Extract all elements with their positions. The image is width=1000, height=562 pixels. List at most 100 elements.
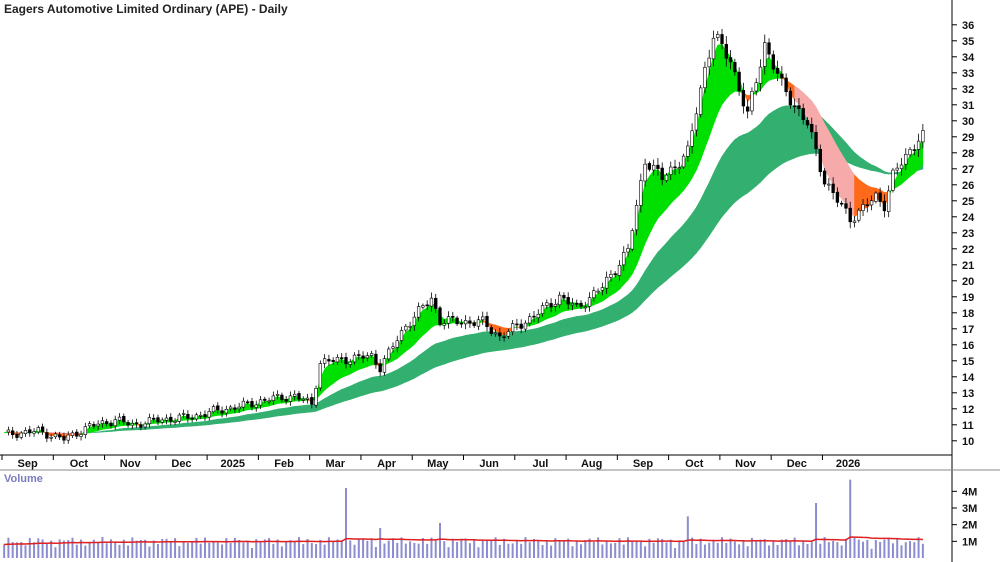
short-term-ma-ribbon <box>550 305 556 318</box>
candle-body <box>626 248 630 253</box>
candle-body <box>143 423 147 428</box>
candle-body <box>865 204 869 207</box>
candle-body <box>117 416 122 421</box>
long-term-ma-ribbon <box>465 334 471 358</box>
price-tick-label: 16 <box>962 340 974 352</box>
candle-body <box>36 427 40 433</box>
candle-body <box>310 397 314 405</box>
long-term-ma-ribbon <box>717 156 723 224</box>
long-term-ma-ribbon <box>730 138 736 208</box>
candle-body <box>840 202 844 205</box>
long-term-ma-ribbon <box>593 310 599 330</box>
long-term-ma-ribbon <box>555 320 560 340</box>
candle-body <box>280 394 284 401</box>
long-term-ma-ribbon <box>516 330 522 349</box>
long-term-ma-ribbon <box>119 428 125 432</box>
candle-body <box>805 120 810 126</box>
candle-body <box>139 424 143 428</box>
candle-body <box>669 166 673 175</box>
candle-body <box>848 207 852 223</box>
long-term-ma-ribbon <box>123 427 129 431</box>
short-term-ma-ribbon <box>717 44 723 114</box>
long-term-ma-ribbon <box>653 251 659 293</box>
price-tick-label: 14 <box>962 372 975 384</box>
price-tick-label: 20 <box>962 276 974 288</box>
long-term-ma-ribbon <box>520 330 526 348</box>
short-term-ma-ribbon <box>324 364 330 391</box>
long-term-ma-ribbon <box>358 380 364 398</box>
long-term-ma-ribbon <box>294 405 300 415</box>
candle-body <box>352 354 357 363</box>
long-term-ma-ribbon <box>290 406 296 415</box>
candle-body <box>130 423 134 426</box>
price-tick-label: 31 <box>962 100 974 112</box>
volume-moving-average <box>4 536 923 546</box>
long-term-ma-ribbon <box>602 307 608 327</box>
long-term-ma-ribbon <box>251 413 257 421</box>
candle-body <box>275 394 280 396</box>
candle-body <box>62 436 66 441</box>
candle-body <box>395 340 399 348</box>
price-tick-label: 28 <box>962 148 974 160</box>
candle-body <box>122 416 126 423</box>
candle-body <box>463 320 468 325</box>
candle-body <box>169 416 173 422</box>
long-term-ma-ribbon <box>525 329 531 347</box>
candle-body <box>211 406 216 413</box>
candle-body <box>344 357 348 365</box>
long-term-ma-ribbon <box>572 316 578 335</box>
long-term-ma-ribbon <box>614 300 620 322</box>
candle-body <box>156 417 160 423</box>
long-term-ma-ribbon <box>405 361 411 383</box>
candle-body <box>810 124 814 133</box>
candle-body <box>899 164 904 169</box>
long-term-ma-ribbon <box>375 375 381 393</box>
candle-body <box>40 426 45 433</box>
candle-body <box>630 230 634 250</box>
candle-body <box>75 431 79 437</box>
long-term-ma-ribbon <box>435 342 441 368</box>
candle-body <box>506 331 511 337</box>
candle-body <box>378 363 382 373</box>
candle-body <box>745 106 750 112</box>
candle-body <box>66 434 70 441</box>
candle-body <box>241 400 246 408</box>
short-term-ma-ribbon <box>328 362 334 388</box>
candle-body <box>908 149 912 156</box>
long-term-ma-ribbon <box>213 418 219 425</box>
candle-body <box>374 353 378 365</box>
candle-body <box>485 316 489 328</box>
candle-body <box>152 417 156 420</box>
candle-body <box>557 294 562 306</box>
long-term-ma-ribbon <box>170 424 176 429</box>
candle-body <box>11 430 15 436</box>
candle-body <box>365 355 370 359</box>
long-term-ma-ribbon <box>243 414 248 422</box>
price-tick-label: 22 <box>962 244 974 256</box>
long-term-ma-ribbon <box>529 328 535 346</box>
candle-body <box>861 204 865 211</box>
candle-body <box>878 192 882 202</box>
long-term-ma-ribbon <box>546 323 552 342</box>
candle-body <box>793 105 797 108</box>
long-term-ma-ribbon <box>367 376 372 395</box>
candle-body <box>767 42 771 55</box>
price-tick-label: 27 <box>962 164 974 176</box>
candle-body <box>468 320 472 324</box>
candle-body <box>327 359 331 362</box>
candle-body <box>15 433 19 438</box>
long-term-ma-ribbon <box>298 405 304 414</box>
candle-body <box>711 37 716 60</box>
candle-body <box>822 170 827 185</box>
candle-body <box>540 305 545 315</box>
price-tick-label: 32 <box>962 84 974 96</box>
candle-body <box>224 409 229 414</box>
short-term-ma-ribbon <box>89 426 95 433</box>
candle-body <box>472 322 476 326</box>
candle-body <box>643 163 647 182</box>
long-term-ma-ribbon <box>153 425 159 430</box>
long-term-ma-ribbon <box>127 427 133 431</box>
long-term-ma-ribbon <box>708 172 714 237</box>
long-term-ma-ribbon <box>456 336 462 361</box>
candle-body <box>416 306 421 318</box>
